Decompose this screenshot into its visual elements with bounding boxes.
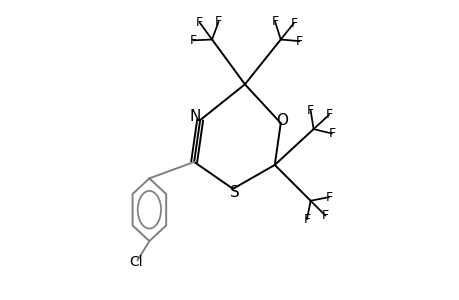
Text: F: F — [271, 15, 278, 28]
Text: F: F — [328, 127, 335, 140]
Text: F: F — [325, 108, 332, 122]
Text: Cl: Cl — [129, 255, 142, 269]
Text: S: S — [229, 185, 239, 200]
Text: F: F — [295, 34, 302, 48]
Text: O: O — [276, 112, 288, 128]
Text: F: F — [302, 213, 310, 226]
Text: F: F — [307, 104, 313, 117]
Text: F: F — [214, 15, 222, 28]
Text: F: F — [189, 34, 196, 47]
Text: F: F — [290, 17, 297, 30]
Text: F: F — [196, 16, 203, 29]
Text: N: N — [190, 109, 201, 124]
Text: F: F — [325, 190, 332, 204]
Text: F: F — [321, 209, 328, 222]
